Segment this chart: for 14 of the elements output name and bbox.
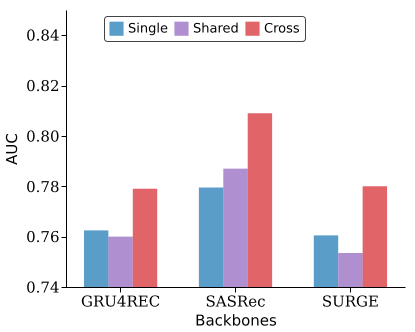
y-tick-label: 0.80: [26, 127, 60, 146]
y-tick-label: 0.84: [26, 26, 60, 45]
y-tick-label: 0.78: [26, 178, 60, 196]
legend-label: Cross: [264, 22, 300, 37]
x-axis-title: Backbones: [195, 312, 278, 330]
x-tick-label: SASRec: [206, 292, 266, 310]
x-tick-label: SURGE: [322, 292, 379, 310]
y-tick-label: 0.74: [26, 278, 60, 296]
y-axis-title: AUC: [3, 133, 22, 165]
legend-label: Single: [128, 22, 168, 37]
y-tick-label: 0.76: [26, 228, 60, 246]
x-tick-label: GRU4REC: [80, 292, 160, 310]
legend-label: Shared: [193, 22, 239, 37]
y-tick-label: 0.82: [26, 77, 60, 96]
